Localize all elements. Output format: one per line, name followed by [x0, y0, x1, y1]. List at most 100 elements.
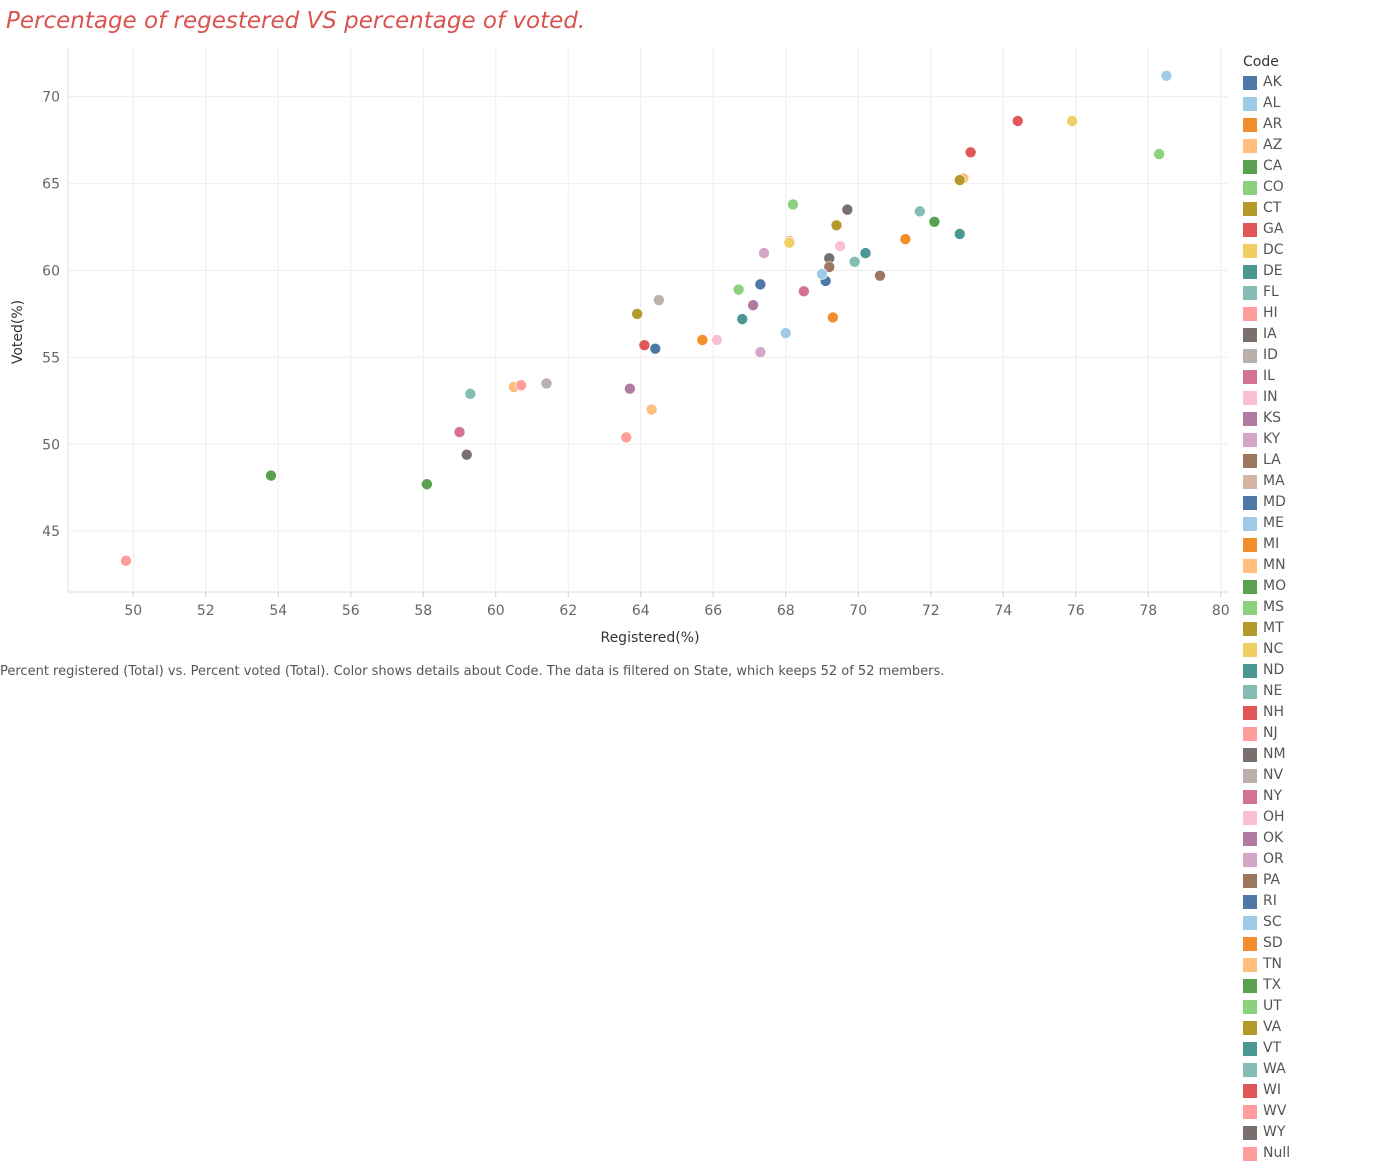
legend-item-al[interactable]: AL [1243, 93, 1290, 114]
legend-item-sc[interactable]: SC [1243, 912, 1290, 933]
legend-item-id[interactable]: ID [1243, 345, 1290, 366]
point-mo [928, 216, 941, 228]
legend-item-vt[interactable]: VT [1243, 1038, 1290, 1059]
legend-item-hi[interactable]: HI [1243, 303, 1290, 324]
legend-label: MD [1263, 494, 1286, 510]
legend-item-de[interactable]: DE [1243, 261, 1290, 282]
point-sd [827, 311, 839, 324]
point-wa [848, 255, 861, 268]
x-tick-label: 54 [269, 603, 287, 619]
legend-item-ky[interactable]: KY [1243, 429, 1290, 450]
legend-swatch [1243, 1104, 1257, 1119]
y-tick-label: 55 [42, 350, 60, 366]
legend-item-wv[interactable]: WV [1243, 1101, 1290, 1122]
legend-swatch [1243, 264, 1257, 279]
point-nv [540, 377, 553, 390]
legend-item-ny[interactable]: NY [1243, 786, 1290, 807]
legend-swatch [1243, 75, 1257, 90]
point-ny [453, 426, 466, 438]
point-fl [464, 388, 477, 400]
point-wv [620, 431, 633, 444]
legend-item-ks[interactable]: KS [1243, 408, 1290, 429]
legend-item-null[interactable]: Null [1243, 1143, 1290, 1164]
legend-label: SC [1263, 914, 1282, 930]
point-al [779, 327, 792, 339]
x-axis-title: Registered(%) [600, 630, 699, 646]
legend-item-la[interactable]: LA [1243, 450, 1290, 471]
legend-item-ca[interactable]: CA [1243, 156, 1290, 177]
legend-swatch [1243, 705, 1257, 720]
legend-label: AR [1263, 116, 1283, 132]
legend-item-wi[interactable]: WI [1243, 1080, 1290, 1101]
legend-label: Null [1263, 1145, 1291, 1161]
legend-item-ok[interactable]: OK [1243, 828, 1290, 849]
legend-item-wa[interactable]: WA [1243, 1059, 1290, 1080]
legend-item-co[interactable]: CO [1243, 177, 1290, 198]
legend-item-nj[interactable]: NJ [1243, 723, 1290, 744]
legend-item-oh[interactable]: OH [1243, 807, 1290, 828]
legend-item-tn[interactable]: TN [1243, 954, 1290, 975]
legend-label: IN [1263, 389, 1278, 405]
legend-item-or[interactable]: OR [1243, 849, 1290, 870]
legend-item-ne[interactable]: NE [1243, 681, 1290, 702]
legend-item-ma[interactable]: MA [1243, 471, 1290, 492]
legend-item-ia[interactable]: IA [1243, 324, 1290, 345]
legend-item-ga[interactable]: GA [1243, 219, 1290, 240]
legend-item-mn[interactable]: MN [1243, 555, 1290, 576]
point-ia [841, 203, 854, 216]
legend-label: OR [1263, 851, 1284, 867]
legend-item-nm[interactable]: NM [1243, 744, 1290, 765]
legend-label: MO [1263, 578, 1287, 594]
legend-swatch [1243, 831, 1257, 846]
legend: Code AK AL AR AZ CA CO CT GA DC DE FL HI IA ID IL IN KS K… [1243, 53, 1290, 1164]
legend-item-me[interactable]: ME [1243, 513, 1290, 534]
legend-item-mi[interactable]: MI [1243, 534, 1290, 555]
legend-label: MA [1263, 473, 1285, 489]
legend-item-in[interactable]: IN [1243, 387, 1290, 408]
legend-item-nh[interactable]: NH [1243, 702, 1290, 723]
legend-label: NC [1263, 641, 1284, 657]
legend-item-tx[interactable]: TX [1243, 975, 1290, 996]
legend-item-mo[interactable]: MO [1243, 576, 1290, 597]
point-la [874, 269, 886, 282]
legend-item-ut[interactable]: UT [1243, 996, 1290, 1017]
legend-item-sd[interactable]: SD [1243, 933, 1290, 954]
point-or [754, 346, 767, 358]
y-tick-label: 45 [42, 524, 60, 540]
legend-item-wy[interactable]: WY [1243, 1122, 1290, 1143]
legend-item-nc[interactable]: NC [1243, 639, 1290, 660]
legend-item-nv[interactable]: NV [1243, 765, 1290, 786]
point-mi [899, 233, 912, 245]
legend-item-nd[interactable]: ND [1243, 660, 1290, 681]
point-sc [816, 268, 828, 280]
point-il [798, 285, 810, 298]
legend-item-ak[interactable]: AK [1243, 72, 1290, 93]
legend-item-ri[interactable]: RI [1243, 891, 1290, 912]
point-me [1160, 70, 1173, 82]
legend-swatch [1243, 222, 1257, 237]
legend-label: ID [1263, 347, 1278, 363]
legend-swatch [1243, 474, 1257, 489]
legend-item-ct[interactable]: CT [1243, 198, 1290, 219]
legend-item-az[interactable]: AZ [1243, 135, 1290, 156]
legend-swatch [1243, 306, 1257, 321]
legend-item-il[interactable]: IL [1243, 366, 1290, 387]
legend-swatch [1243, 390, 1257, 405]
legend-label: WY [1263, 1124, 1286, 1140]
legend-label: WI [1263, 1082, 1281, 1098]
legend-item-va[interactable]: VA [1243, 1017, 1290, 1038]
legend-item-ms[interactable]: MS [1243, 597, 1290, 618]
legend-item-ar[interactable]: AR [1243, 114, 1290, 135]
legend-item-fl[interactable]: FL [1243, 282, 1290, 303]
legend-swatch [1243, 579, 1257, 594]
legend-items: AK AL AR AZ CA CO CT GA DC DE FL HI IA ID IL IN KS KY LA MA… [1243, 72, 1290, 1164]
legend-item-pa[interactable]: PA [1243, 870, 1290, 891]
legend-item-md[interactable]: MD [1243, 492, 1290, 513]
legend-label: ND [1263, 662, 1285, 678]
legend-item-mt[interactable]: MT [1243, 618, 1290, 639]
legend-swatch [1243, 915, 1257, 930]
legend-item-dc[interactable]: DC [1243, 240, 1290, 261]
legend-label: OK [1263, 830, 1284, 846]
point-wy [460, 448, 473, 461]
x-tick-label: 52 [197, 603, 215, 619]
